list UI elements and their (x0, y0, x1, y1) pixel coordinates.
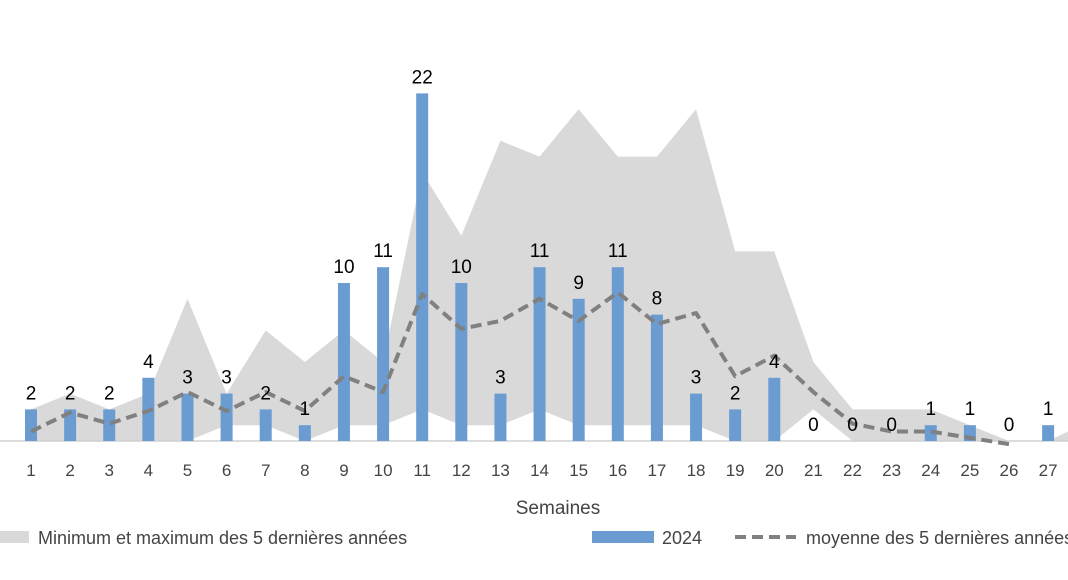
bar-week-15 (572, 298, 585, 441)
data-label-week-6: 3 (221, 368, 232, 389)
legend-label-2024: 2024 (662, 528, 702, 548)
x-tick-7: 7 (261, 461, 270, 480)
x-tick-21: 21 (804, 461, 823, 480)
legend-label-mean: moyenne des 5 dernières années (806, 528, 1068, 548)
data-label-week-25: 1 (965, 399, 976, 420)
x-tick-layer: 1 2 3 4 5 6 7 8 9 10 11 12 13 14 15 16 17 18 19 20 21 22 23 24 2… (26, 461, 1057, 480)
bar-week-13 (494, 393, 507, 441)
x-tick-1: 1 (26, 461, 35, 480)
bar-week-27 (1042, 425, 1055, 441)
bar-week-3 (103, 409, 116, 441)
bar-week-16 (611, 267, 624, 441)
bar-week-20 (768, 377, 781, 441)
bar-week-18 (690, 393, 703, 441)
x-tick-19: 19 (726, 461, 745, 480)
bar-week-9 (337, 283, 350, 441)
x-tick-27: 27 (1039, 461, 1058, 480)
min-max-band (31, 109, 1068, 441)
data-label-week-1: 2 (26, 383, 37, 404)
bar-series-layer (25, 93, 1055, 442)
bar-week-8 (298, 425, 311, 441)
legend-label-band: Minimum et maximum des 5 dernières année… (38, 528, 407, 548)
bar-week-1 (25, 409, 37, 441)
data-label-week-8: 1 (300, 399, 311, 420)
x-tick-4: 4 (144, 461, 153, 480)
x-tick-5: 5 (183, 461, 192, 480)
mean-line (30, 290, 1010, 447)
data-label-week-23: 0 (886, 415, 897, 436)
x-tick-2: 2 (65, 461, 74, 480)
x-tick-13: 13 (491, 461, 510, 480)
bar-week-2 (64, 409, 77, 441)
bar-week-12 (455, 283, 468, 441)
data-label-week-11: 22 (412, 67, 433, 88)
bar-week-11 (416, 93, 429, 442)
min-max-band-layer (31, 109, 1068, 441)
x-tick-11: 11 (413, 461, 431, 480)
x-tick-15: 15 (569, 461, 588, 480)
x-tick-3: 3 (105, 461, 114, 480)
data-label-week-27: 1 (1043, 399, 1054, 420)
data-label-week-10: 11 (373, 241, 393, 262)
x-tick-25: 25 (960, 461, 979, 480)
mean-line-layer (30, 290, 1010, 447)
data-label-week-5: 3 (182, 368, 193, 389)
bar-week-6 (220, 393, 233, 441)
x-tick-20: 20 (765, 461, 784, 480)
bar-week-10 (377, 267, 390, 441)
x-tick-14: 14 (530, 461, 549, 480)
bar-week-17 (650, 314, 663, 441)
data-label-week-7: 2 (260, 383, 271, 404)
data-label-week-3: 2 (104, 383, 115, 404)
legend-swatch-2024 (592, 531, 654, 543)
x-tick-10: 10 (374, 461, 393, 480)
data-label-week-21: 0 (808, 415, 819, 436)
data-label-week-2: 2 (65, 383, 76, 404)
x-tick-23: 23 (882, 461, 901, 480)
data-label-week-16: 11 (608, 241, 628, 262)
bar-week-14 (533, 267, 546, 441)
bar-week-7 (259, 409, 272, 441)
x-tick-17: 17 (647, 461, 666, 480)
bar-week-5 (181, 393, 194, 441)
data-label-week-20: 4 (769, 352, 780, 373)
x-tick-12: 12 (452, 461, 471, 480)
data-label-week-13: 3 (495, 368, 506, 389)
x-tick-9: 9 (339, 461, 348, 480)
x-tick-6: 6 (222, 461, 231, 480)
data-label-week-22: 0 (847, 415, 858, 436)
x-tick-24: 24 (921, 461, 940, 480)
data-label-week-24: 1 (925, 399, 936, 420)
data-label-week-12: 10 (451, 257, 472, 278)
x-tick-8: 8 (300, 461, 309, 480)
x-tick-16: 16 (608, 461, 627, 480)
x-tick-26: 26 (1000, 461, 1019, 480)
x-tick-22: 22 (843, 461, 862, 480)
legend-swatch-band (0, 531, 29, 543)
x-tick-18: 18 (687, 461, 706, 480)
data-label-week-9: 10 (333, 257, 354, 278)
x-axis-title: Semaines (516, 498, 601, 519)
data-label-week-18: 3 (691, 368, 702, 389)
data-label-week-26: 0 (1004, 415, 1015, 436)
bar-week-19 (729, 409, 742, 441)
legend: Minimum et maximum des 5 dernières année… (0, 528, 1068, 548)
data-label-week-15: 9 (573, 273, 584, 294)
data-label-week-4: 4 (143, 352, 154, 373)
data-label-week-19: 2 (730, 383, 741, 404)
data-label-week-14: 11 (530, 241, 550, 262)
data-label-week-17: 8 (652, 289, 663, 310)
